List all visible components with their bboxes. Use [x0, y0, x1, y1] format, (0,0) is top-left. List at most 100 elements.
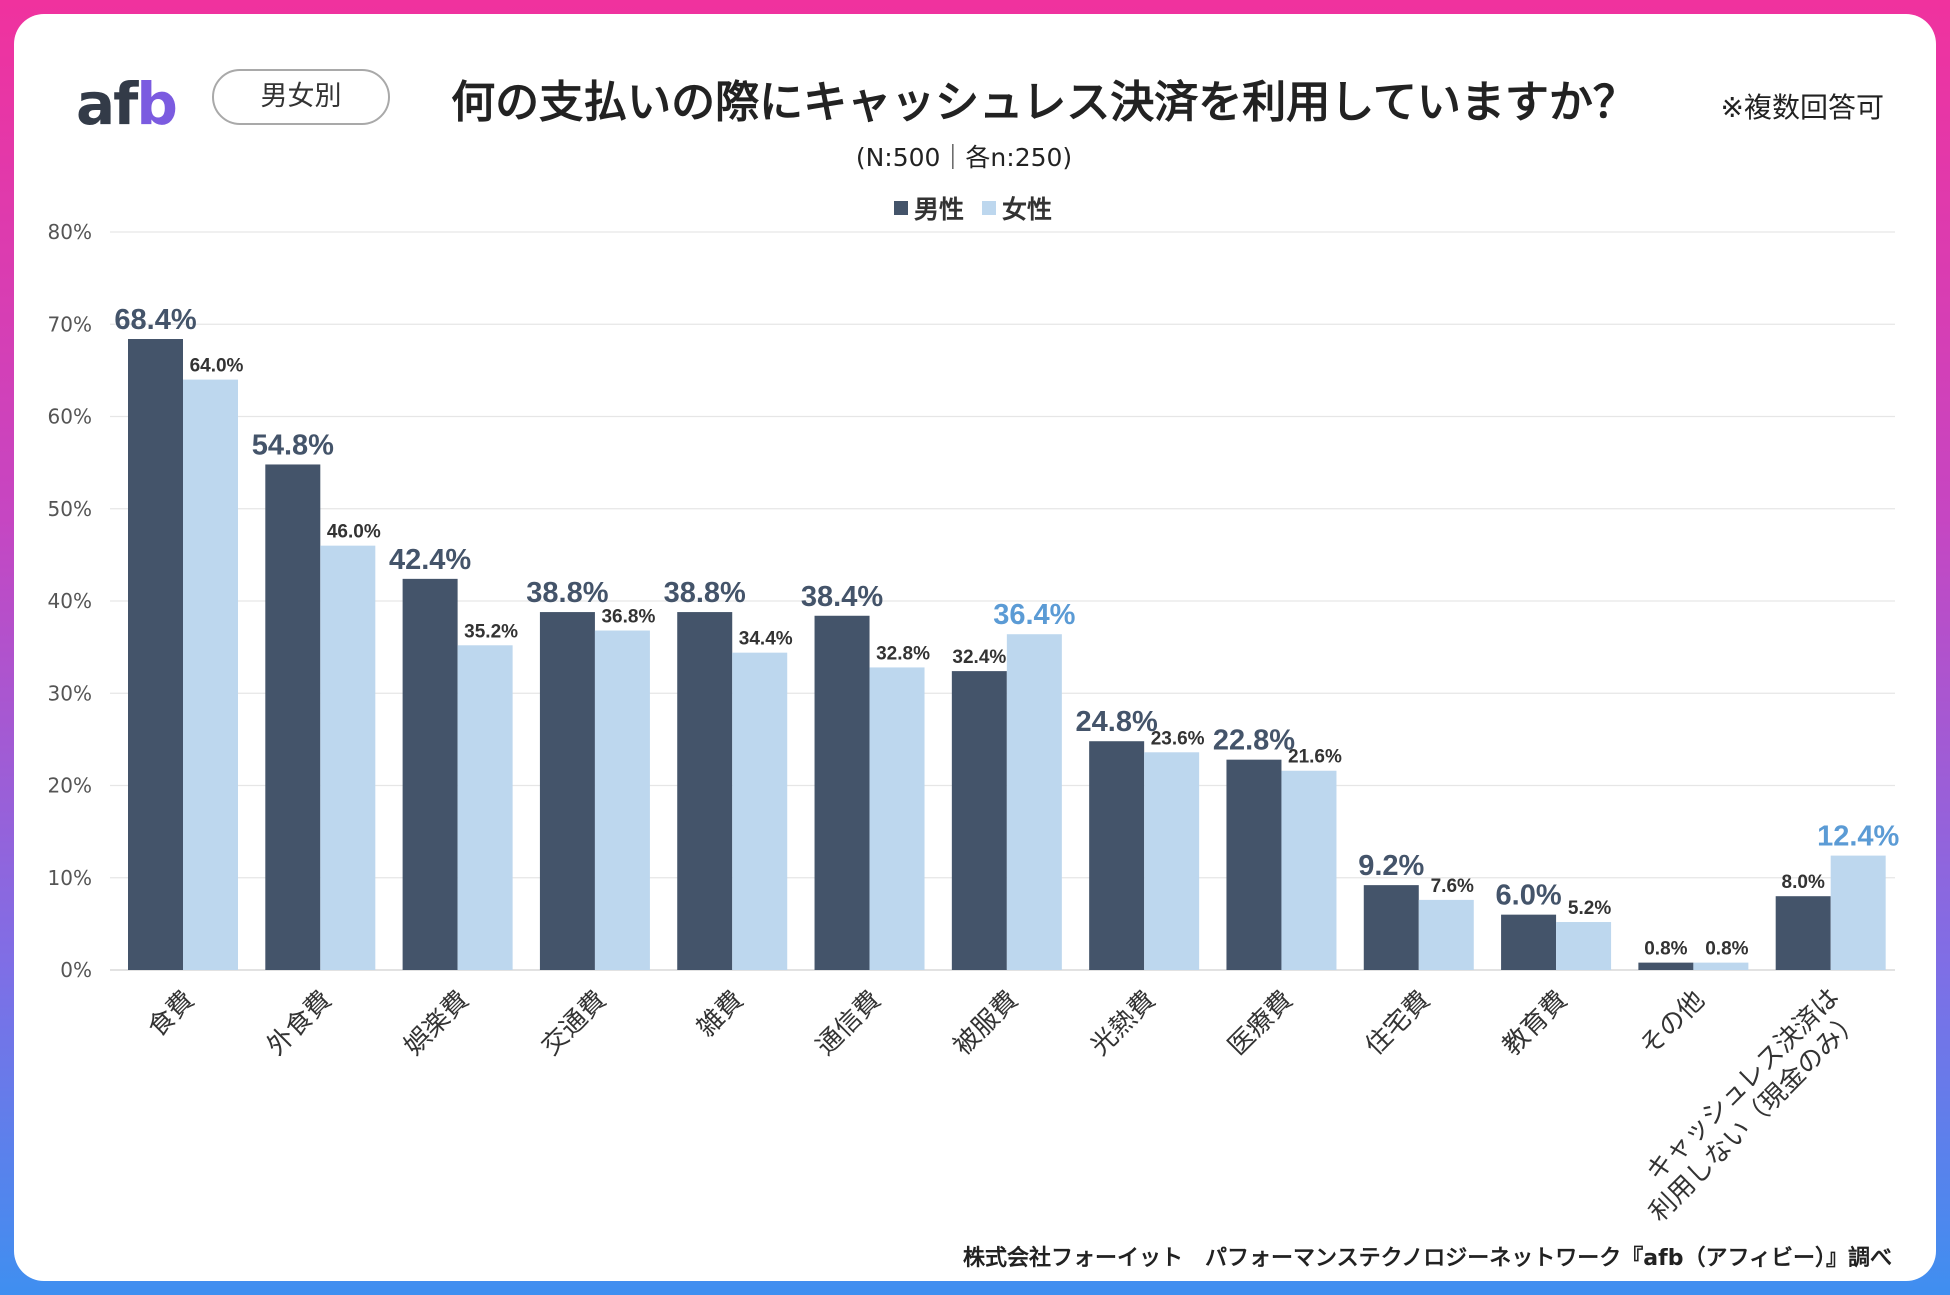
data-label-female: 5.2%: [1568, 898, 1611, 919]
category-label-line: 医療費: [1222, 985, 1298, 1061]
legend-male: 男性: [894, 190, 964, 226]
category-label: 被服費: [948, 985, 1024, 1061]
data-label-male: 22.8%: [1213, 725, 1295, 757]
data-label-male: 0.8%: [1644, 939, 1687, 960]
category-label: 交通費: [536, 985, 612, 1061]
category-label-line: 光熱費: [1085, 985, 1161, 1061]
bar-male: [951, 671, 1007, 970]
source-credit: 株式会社フォーイット パフォーマンステクノロジーネットワーク『afb（アフィビー…: [963, 1246, 1892, 1271]
bar-female: [183, 379, 238, 971]
y-tick-label: 30%: [48, 681, 92, 705]
category-label-line: 教育費: [1497, 985, 1573, 1061]
data-label-female: 34.4%: [739, 629, 793, 650]
bar-female: [594, 630, 650, 970]
data-label-female: 36.4%: [993, 599, 1075, 631]
legend-female-swatch: [982, 201, 997, 215]
category-label: 娯楽費: [399, 985, 475, 1061]
category-label-line: 食費: [142, 985, 200, 1043]
bar-female: [869, 667, 925, 970]
bar-male: [1638, 962, 1694, 970]
logo-text-b: b: [136, 70, 178, 138]
data-label-male: 38.8%: [664, 577, 746, 609]
category-label-line: 外食費: [261, 985, 337, 1061]
y-tick-label: 10%: [48, 866, 92, 890]
bar-male: [402, 578, 458, 970]
sample-size-subtitle: (N:500｜各n:250): [855, 143, 1073, 172]
bar-female: [1693, 962, 1749, 970]
bar-male: [128, 339, 183, 970]
legend-male-label: 男性: [914, 195, 965, 224]
category-label-line: 雑費: [692, 985, 750, 1043]
data-label-male: 68.4%: [114, 304, 196, 336]
bar-male: [814, 615, 870, 970]
data-label-male: 38.4%: [801, 581, 883, 613]
bar-male: [265, 464, 321, 970]
bar-male: [1501, 914, 1557, 970]
category-label: 住宅費: [1360, 985, 1436, 1061]
category-label: 外食費: [261, 985, 337, 1061]
bar-female: [1830, 855, 1886, 970]
bar-female: [320, 545, 376, 970]
data-label-female: 36.8%: [601, 607, 655, 628]
category-label-line: その他: [1634, 985, 1710, 1061]
category-label: 教育費: [1497, 985, 1573, 1061]
data-label-female: 23.6%: [1151, 728, 1205, 749]
category-label-line: 通信費: [811, 985, 887, 1061]
category-label-line: 被服費: [948, 985, 1024, 1061]
data-label-female: 32.8%: [876, 643, 930, 664]
y-tick-label: 80%: [48, 220, 92, 244]
category-label: 通信費: [811, 985, 887, 1061]
multiple-answer-note: ※複数回答可: [1720, 91, 1884, 124]
data-label-male: 6.0%: [1496, 880, 1562, 912]
bar-male: [677, 612, 733, 970]
data-label-male: 9.2%: [1358, 850, 1424, 882]
data-label-male: 54.8%: [252, 429, 334, 461]
data-label-female: 46.0%: [327, 522, 381, 543]
bar-female: [457, 645, 513, 970]
y-tick-label: 20%: [48, 774, 92, 798]
y-tick-label: 50%: [48, 497, 92, 521]
logo-text-a: af: [76, 70, 138, 138]
bar-female: [1556, 922, 1612, 970]
data-label-female: 0.8%: [1705, 939, 1748, 960]
afb-logo: afb: [76, 70, 178, 138]
bar-female: [1418, 899, 1474, 970]
category-label: 光熱費: [1085, 985, 1161, 1061]
y-tick-label: 0%: [60, 958, 92, 982]
category-label: 雑費: [692, 985, 750, 1043]
data-label-female: 7.6%: [1431, 876, 1474, 897]
chart-title: 何の支払いの際にキャッシュレス決済を利用していますか？: [451, 77, 1637, 128]
category-label: 食費: [142, 985, 200, 1043]
data-label-female: 12.4%: [1817, 821, 1899, 853]
data-label-male: 24.8%: [1076, 706, 1158, 738]
category-label-line: 交通費: [536, 985, 612, 1061]
data-label-male: 32.4%: [952, 647, 1006, 668]
bar-female: [1144, 752, 1200, 970]
bar-male: [539, 612, 595, 970]
bar-male: [1089, 741, 1145, 970]
category-label: 医療費: [1222, 985, 1298, 1061]
gender-tag: 男女別: [212, 69, 390, 125]
category-label: その他: [1634, 985, 1710, 1061]
legend: 男性 女性: [894, 190, 1052, 226]
legend-female-label: 女性: [1002, 195, 1053, 224]
data-label-male: 42.4%: [389, 544, 471, 576]
legend-male-swatch: [894, 201, 908, 215]
category-label-line: 娯楽費: [399, 985, 475, 1061]
legend-female: 女性: [982, 190, 1052, 226]
data-label-female: 35.2%: [464, 621, 518, 642]
bar-male: [1775, 896, 1831, 970]
data-label-female: 21.6%: [1288, 747, 1342, 768]
y-tick-label: 60%: [48, 405, 92, 429]
bar-female: [732, 652, 788, 970]
category-label-line: 住宅費: [1360, 985, 1436, 1061]
data-label-male: 38.8%: [526, 577, 608, 609]
data-label-male: 8.0%: [1782, 872, 1825, 893]
data-label-female: 64.0%: [190, 356, 244, 377]
bar-male: [1363, 885, 1419, 970]
y-tick-label: 70%: [48, 312, 92, 336]
bar-female: [1281, 770, 1337, 970]
bar-female: [1006, 634, 1062, 970]
bar-male: [1226, 759, 1282, 970]
